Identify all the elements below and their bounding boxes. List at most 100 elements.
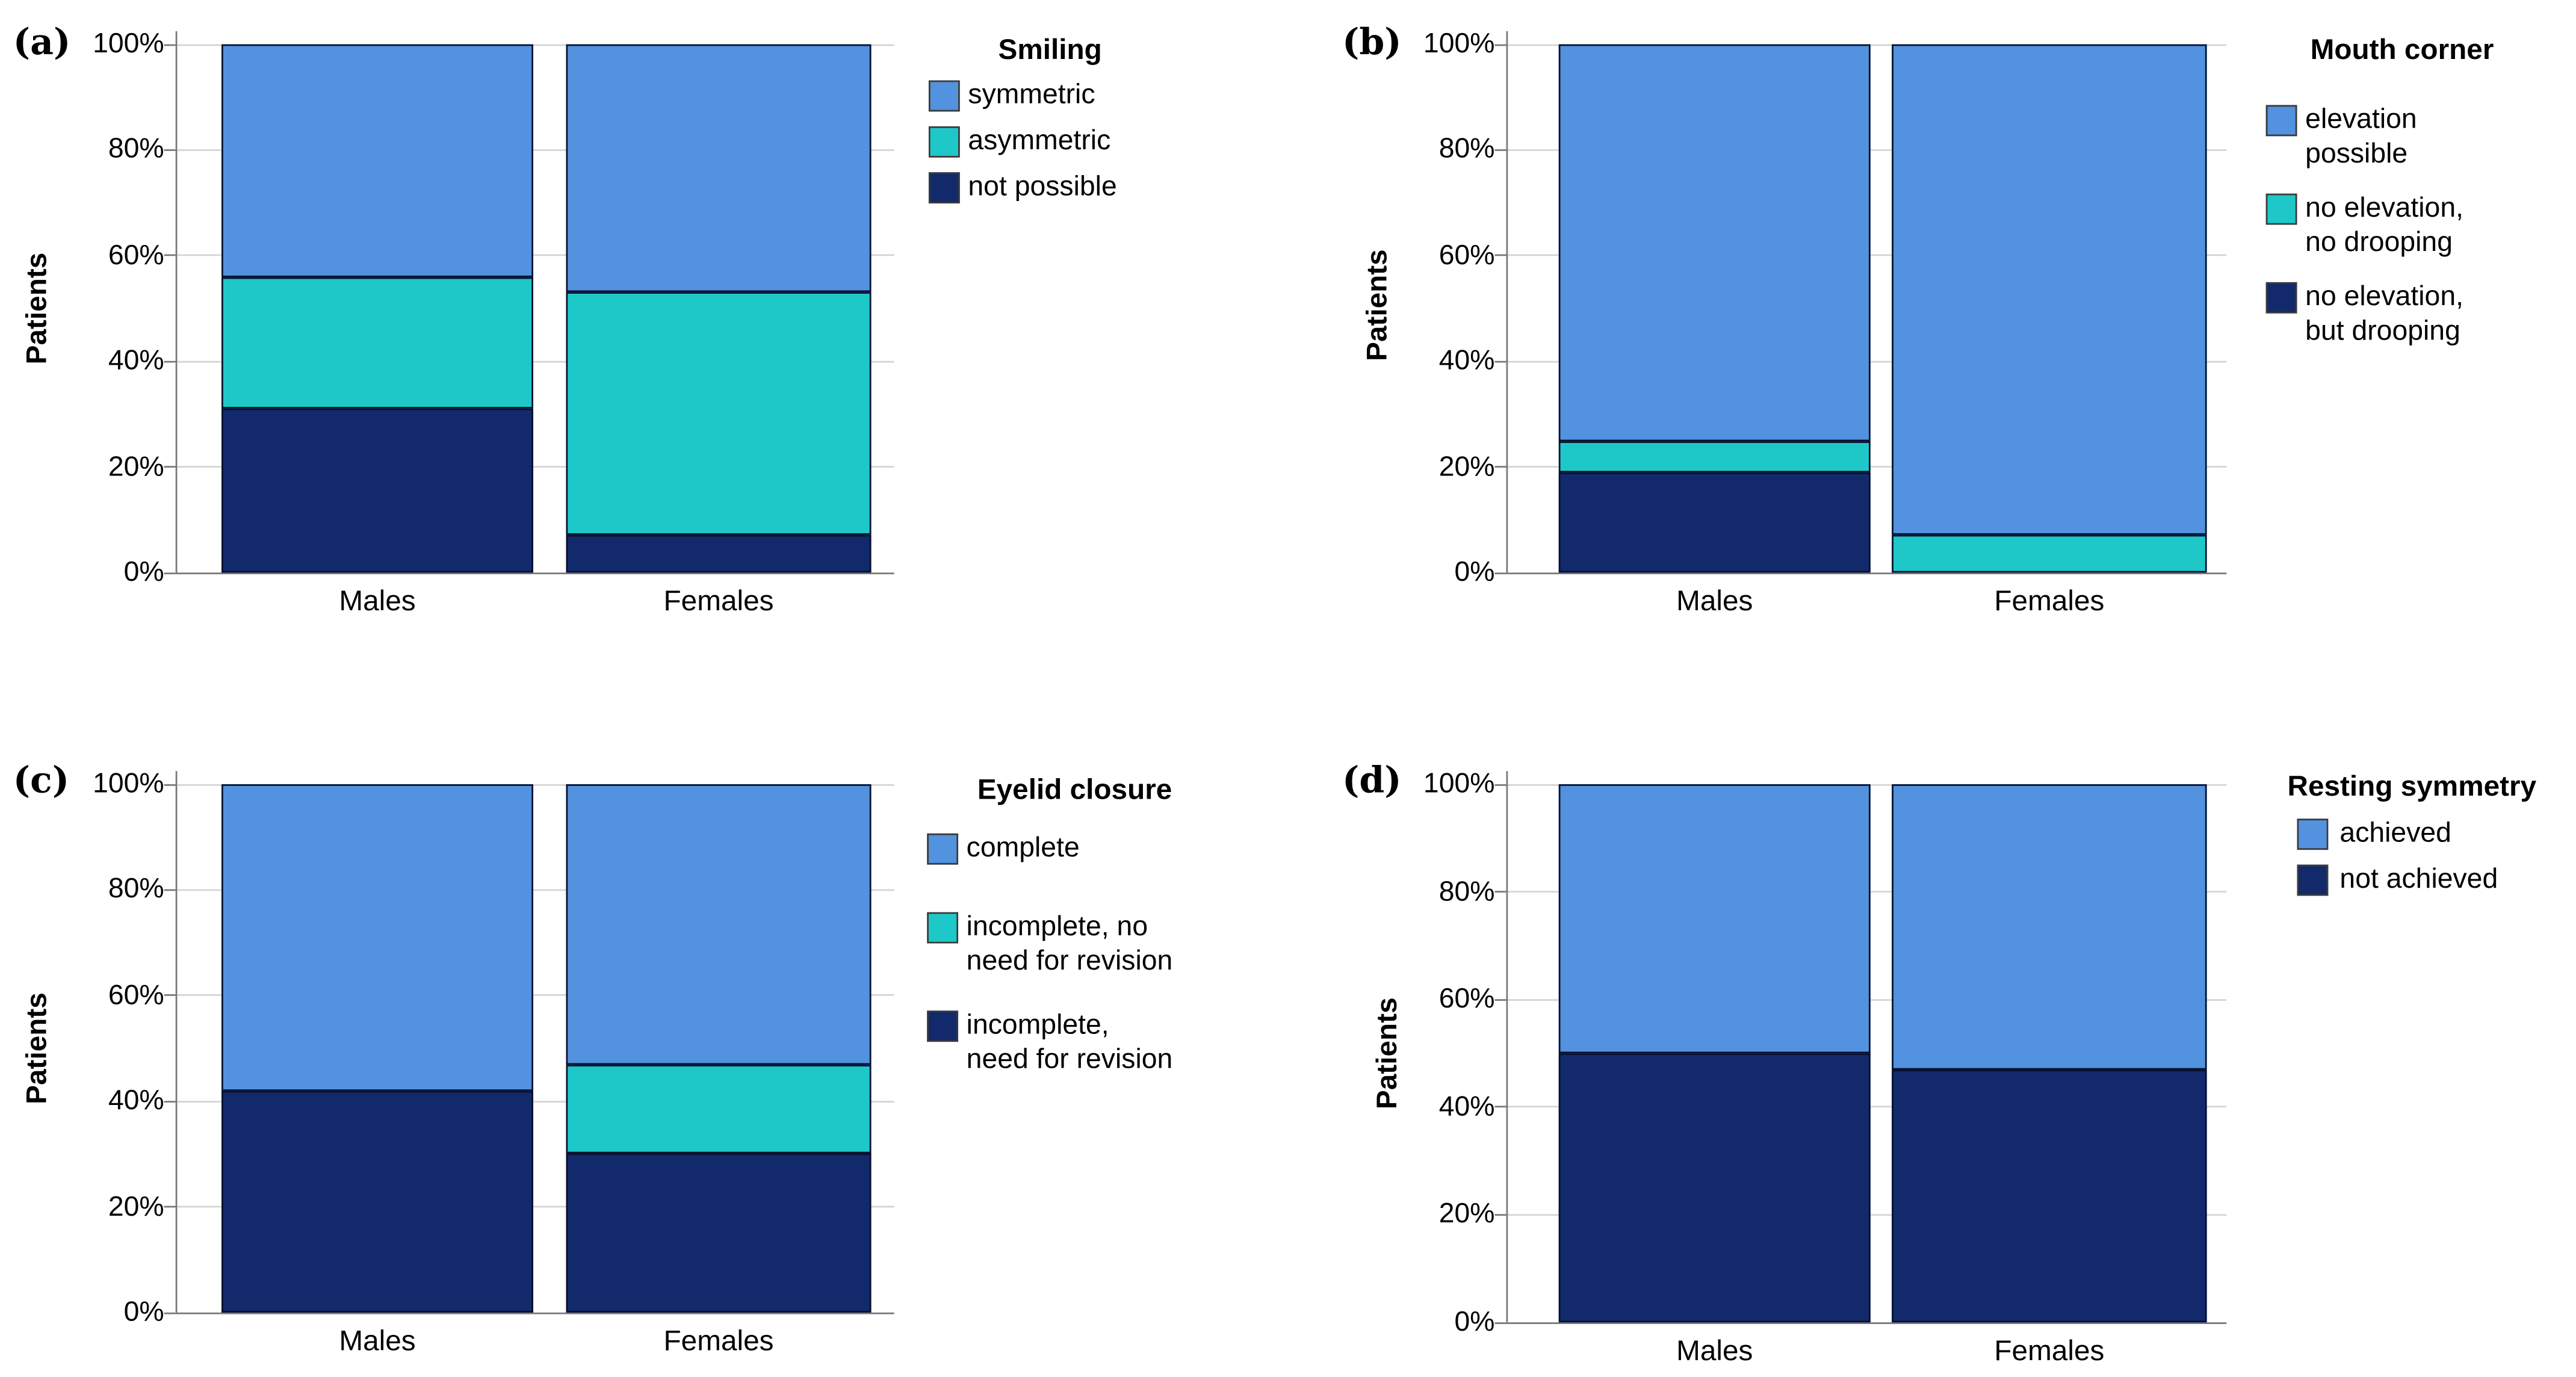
bar-segment-symmetric (221, 44, 533, 277)
x-category-label: Females (1994, 584, 2105, 617)
x-category-label: Males (1676, 584, 1753, 617)
y-tick (1494, 783, 1506, 785)
panel-label-a: (a) (13, 21, 71, 64)
legend-item-label: complete (966, 832, 1080, 863)
bar-males (1558, 44, 1871, 573)
gridline-20% (1506, 466, 2227, 468)
y-tick-label: 60% (1438, 239, 1495, 271)
y-tick-label: 20% (1438, 450, 1495, 482)
x-axis-line (175, 1312, 894, 1314)
y-tick (164, 360, 176, 362)
legend-swatch-teal (927, 912, 959, 944)
legend-swatch-navy (2297, 864, 2329, 896)
legend-item-label: incomplete, no need for revision (966, 910, 1173, 977)
y-tick-label: 80% (1438, 875, 1495, 907)
y-axis-line (175, 31, 178, 573)
x-category-label: Males (339, 584, 416, 617)
legend-item-label: incomplete, need for revision (966, 1009, 1173, 1075)
y-tick (164, 466, 176, 468)
legend-item-label: not possible (968, 170, 1117, 202)
y-tick (1494, 360, 1506, 362)
bar-segment-elevation-possible (1558, 44, 1871, 441)
legend-item-label: no elevation, no drooping (2305, 191, 2463, 258)
gridline-40% (175, 1100, 894, 1103)
y-tick-label: 80% (108, 873, 164, 905)
bar-segment-asymmetric (221, 276, 533, 409)
bar-females (1892, 784, 2207, 1323)
y-tick-label: 0% (123, 556, 164, 587)
legend-title: Resting symmetry (2287, 769, 2537, 803)
bar-segment-achieved (1892, 784, 2207, 1069)
y-tick (1494, 891, 1506, 893)
bar-segment-not-possible (221, 409, 533, 573)
y-tick-label: 40% (1438, 344, 1495, 376)
legend-title: Smiling (998, 32, 1102, 66)
gridline-100% (1506, 783, 2227, 785)
y-tick (1494, 466, 1506, 468)
legend-swatch-teal (2265, 193, 2297, 225)
y-tick-label: 20% (108, 1190, 164, 1222)
gridline-80% (1506, 149, 2227, 151)
bar-females (566, 784, 872, 1313)
y-tick (1494, 255, 1506, 257)
bar-females (1892, 44, 2207, 573)
bar-females (566, 44, 872, 573)
legend-swatch-blue (928, 80, 960, 112)
y-tick (164, 1205, 176, 1208)
gridline-20% (175, 466, 894, 468)
y-tick-label: 20% (108, 450, 164, 482)
x-category-label: Males (339, 1323, 416, 1357)
legend-title: Eyelid closure (977, 772, 1172, 806)
legend-swatch-navy (928, 172, 960, 204)
y-tick (164, 1311, 176, 1314)
y-tick (164, 889, 176, 891)
bar-segment-complete (566, 784, 872, 1065)
y-tick-label: 0% (123, 1296, 164, 1328)
y-tick-label: 40% (108, 1085, 164, 1116)
y-tick-label: 40% (1438, 1091, 1495, 1122)
y-tick (164, 1100, 176, 1103)
y-tick-label: 60% (108, 239, 164, 271)
x-axis-line (175, 572, 894, 575)
gridline-100% (175, 43, 894, 45)
panel-label-b: (b) (1342, 21, 1402, 64)
gridline-20% (175, 1205, 894, 1208)
gridline-100% (175, 783, 894, 785)
bar-segment-incomplete-need-for-revision (221, 1091, 533, 1313)
legend-swatch-teal (928, 126, 960, 158)
y-tick-label: 100% (1423, 767, 1495, 799)
y-tick-label: 0% (1454, 556, 1495, 587)
y-tick-label: 40% (108, 344, 164, 376)
y-tick-label: 80% (108, 133, 164, 165)
gridline-60% (1506, 998, 2227, 1001)
legend-item-label: elevation possible (2305, 103, 2417, 169)
bar-segment-asymmetric (566, 292, 872, 536)
y-tick (1494, 43, 1506, 45)
gridline-40% (1506, 1106, 2227, 1108)
y-tick-label: 80% (1438, 133, 1495, 165)
y-tick (164, 255, 176, 257)
x-category-label: Females (663, 584, 774, 617)
y-tick-label: 100% (93, 28, 164, 60)
y-axis-line (1506, 771, 1508, 1323)
x-category-label: Females (1994, 1334, 2105, 1367)
y-tick (1494, 998, 1506, 1001)
gridline-60% (175, 994, 894, 997)
y-tick-label: 100% (1423, 28, 1495, 60)
bar-segment-no-elevation-but-drooping (1558, 472, 1871, 573)
legend-item-label: not achieved (2339, 862, 2498, 894)
y-tick-label: 100% (93, 767, 164, 799)
y-tick-label: 60% (1438, 983, 1495, 1015)
y-tick-label: 0% (1454, 1305, 1495, 1337)
y-tick-label: 20% (1438, 1198, 1495, 1230)
gridline-80% (175, 889, 894, 891)
x-axis-line (1506, 1322, 2227, 1324)
bar-segment-achieved (1558, 784, 1871, 1054)
y-axis-line (1506, 31, 1508, 573)
legend-item-label: asymmetric (968, 125, 1111, 156)
y-tick (164, 783, 176, 785)
y-tick (1494, 572, 1506, 574)
